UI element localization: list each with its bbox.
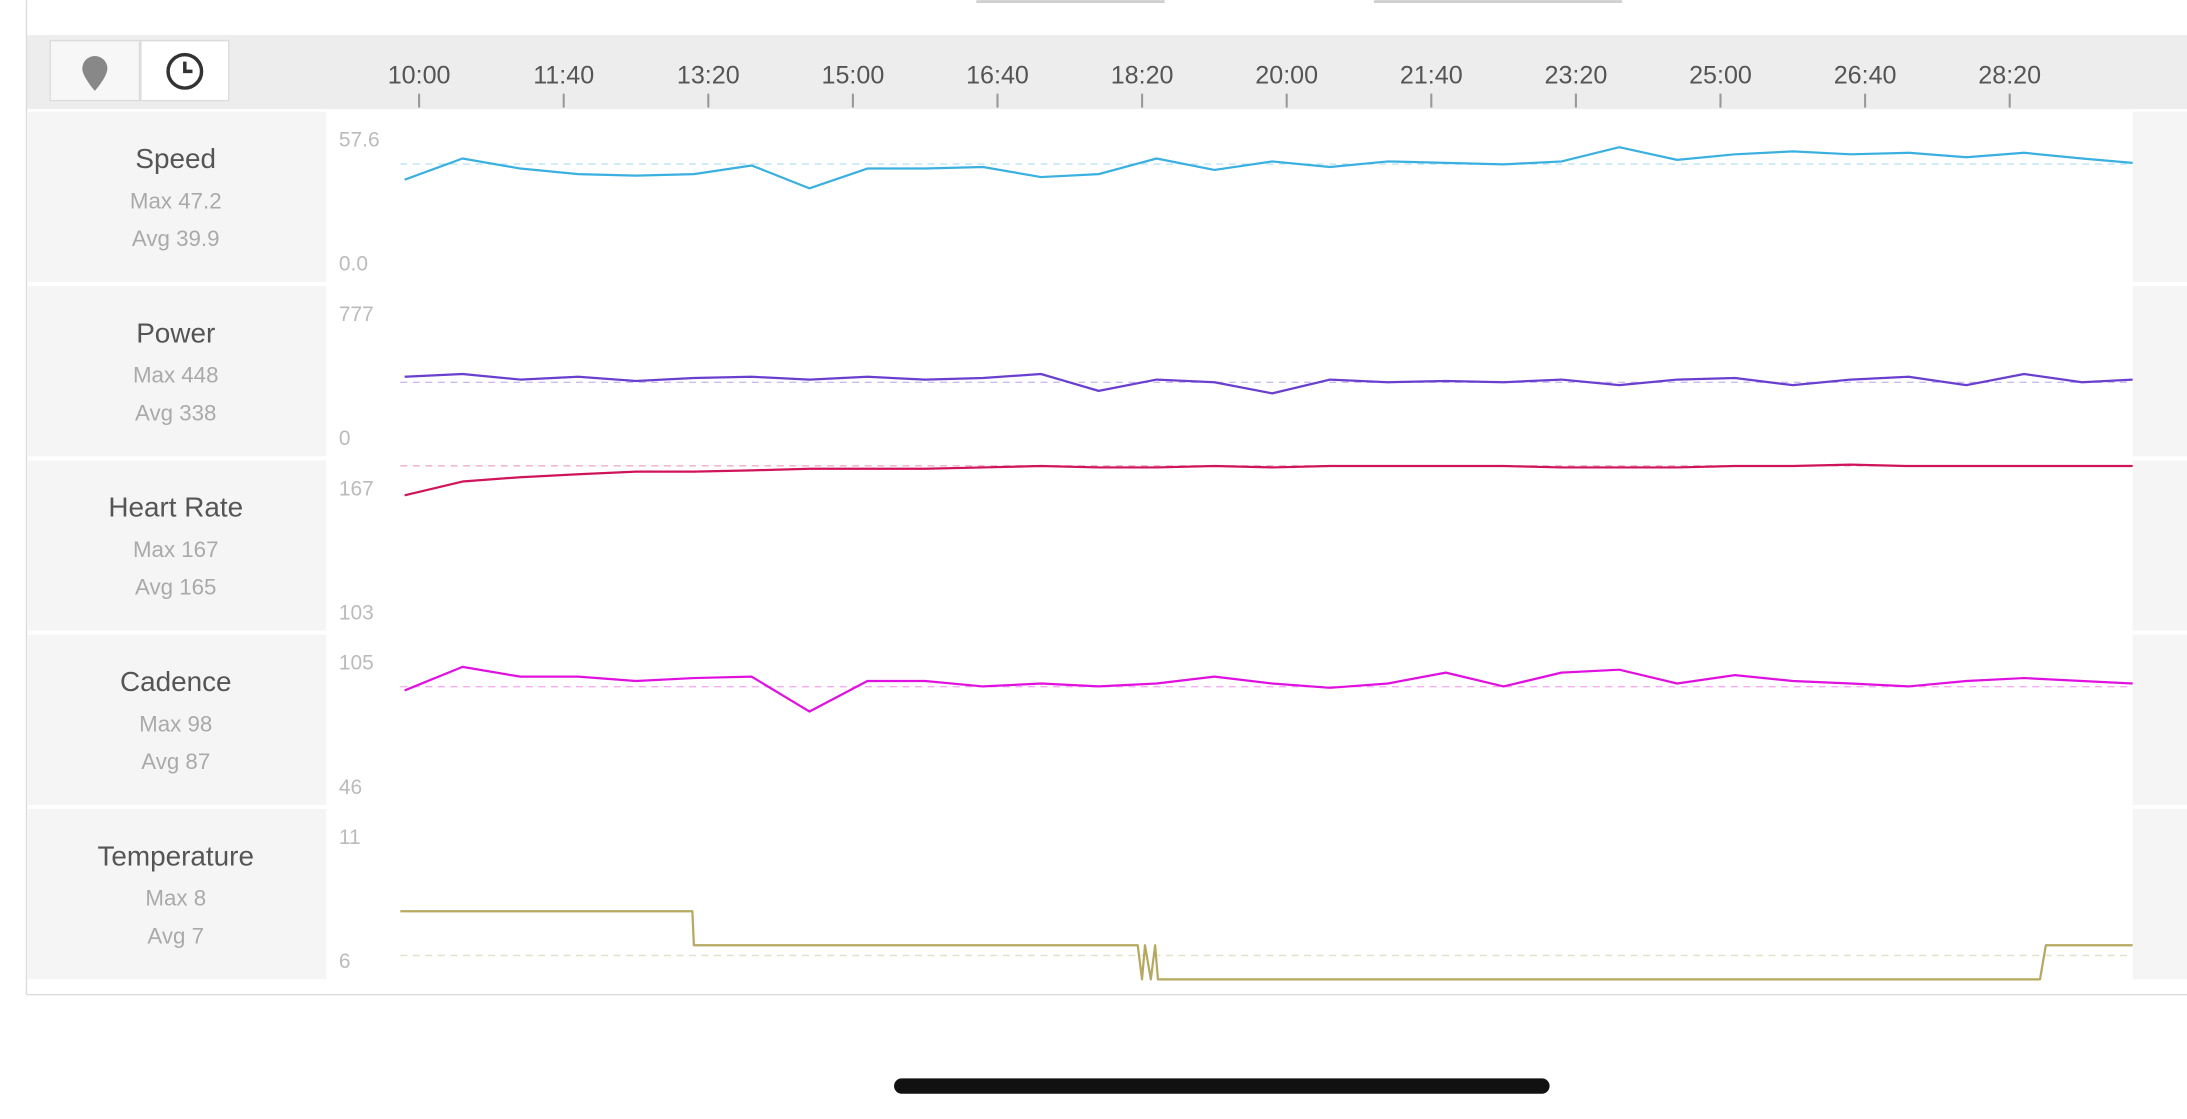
- x-tick-label: 13:20: [677, 62, 740, 90]
- toolbar: [26, 35, 2187, 109]
- clock-icon: [166, 52, 204, 90]
- y-tick-label: 105: [339, 652, 374, 675]
- y-tick-label: 777: [339, 303, 374, 326]
- max-stat: Max 448: [133, 363, 219, 388]
- max-stat: Max 98: [139, 711, 212, 736]
- y-tick-label: 103: [339, 601, 374, 624]
- x-tick-label: 15:00: [821, 62, 884, 90]
- panel-title: Cadence: [120, 666, 232, 697]
- y-tick-label: 57.6: [339, 129, 380, 152]
- plot-area: [326, 286, 2133, 457]
- avg-stat: Avg 39.9: [132, 226, 220, 251]
- label-column: [27, 286, 327, 457]
- plot-area: [326, 111, 2133, 282]
- x-tick-label: 25:00: [1689, 62, 1752, 90]
- max-stat: Max 167: [133, 537, 219, 562]
- panel-title: Speed: [135, 143, 216, 174]
- data-line: [400, 910, 2133, 981]
- x-tick-label: 10:00: [388, 62, 451, 90]
- scroll-indicator: [976, 0, 1165, 3]
- data-line: [404, 372, 2133, 395]
- x-tick-label: 23:20: [1544, 62, 1607, 90]
- plot-margin: [2132, 809, 2187, 980]
- plot-area: [326, 634, 2133, 805]
- label-column: [27, 460, 327, 631]
- x-tick-label: 20:00: [1255, 62, 1318, 90]
- x-tick-label: 16:40: [966, 62, 1029, 90]
- plot-margin: [2132, 111, 2187, 282]
- time-axis: 10:00 11:40 13:20 15:00 16:40 18:20 20:00 21:40…: [388, 62, 2041, 108]
- y-tick-label: 11: [339, 826, 361, 849]
- y-tick-label: 0: [339, 427, 351, 450]
- avg-stat: Avg 165: [135, 575, 216, 600]
- x-tick-label: 28:20: [1978, 62, 2041, 90]
- data-line: [404, 146, 2133, 190]
- label-column: [27, 809, 327, 980]
- plot-margin: [2132, 460, 2187, 631]
- avg-stat: Avg 87: [141, 749, 210, 774]
- panel-title: Power: [136, 317, 215, 348]
- panel-title: Heart Rate: [108, 492, 243, 523]
- x-tick-label: 11:40: [533, 62, 594, 90]
- scroll-indicator: [1373, 0, 1623, 3]
- data-line: [404, 463, 2133, 497]
- max-stat: Max 47.2: [130, 188, 222, 213]
- map-button[interactable]: [49, 39, 141, 102]
- avg-stat: Avg 7: [147, 923, 204, 948]
- plot-margin: [2132, 286, 2187, 457]
- max-stat: Max 8: [145, 886, 206, 911]
- plot-margin: [2132, 634, 2187, 805]
- avg-stat: Avg 338: [135, 400, 216, 425]
- x-tick-label: 26:40: [1834, 62, 1897, 90]
- x-tick-label: 21:40: [1400, 62, 1463, 90]
- label-column: [27, 111, 327, 282]
- plot-area: [326, 809, 2133, 980]
- panel-title: Temperature: [97, 840, 253, 871]
- x-tick-label: 18:20: [1111, 62, 1174, 90]
- label-column: [27, 634, 327, 805]
- plot-area: [326, 460, 2133, 631]
- data-line: [404, 665, 2133, 713]
- pin-icon: [82, 55, 108, 91]
- panels: Speed Max 47.2 Avg 39.9 0.0 57.6 Power Max 448…: [27, 111, 2187, 981]
- y-tick-label: 167: [339, 477, 374, 500]
- y-tick-label: 6: [339, 950, 351, 973]
- clock-hands: [183, 61, 193, 74]
- time-button[interactable]: [140, 39, 230, 102]
- home-indicator: [894, 1078, 1550, 1094]
- y-tick-label: 0.0: [339, 253, 368, 276]
- y-tick-label: 46: [339, 776, 362, 799]
